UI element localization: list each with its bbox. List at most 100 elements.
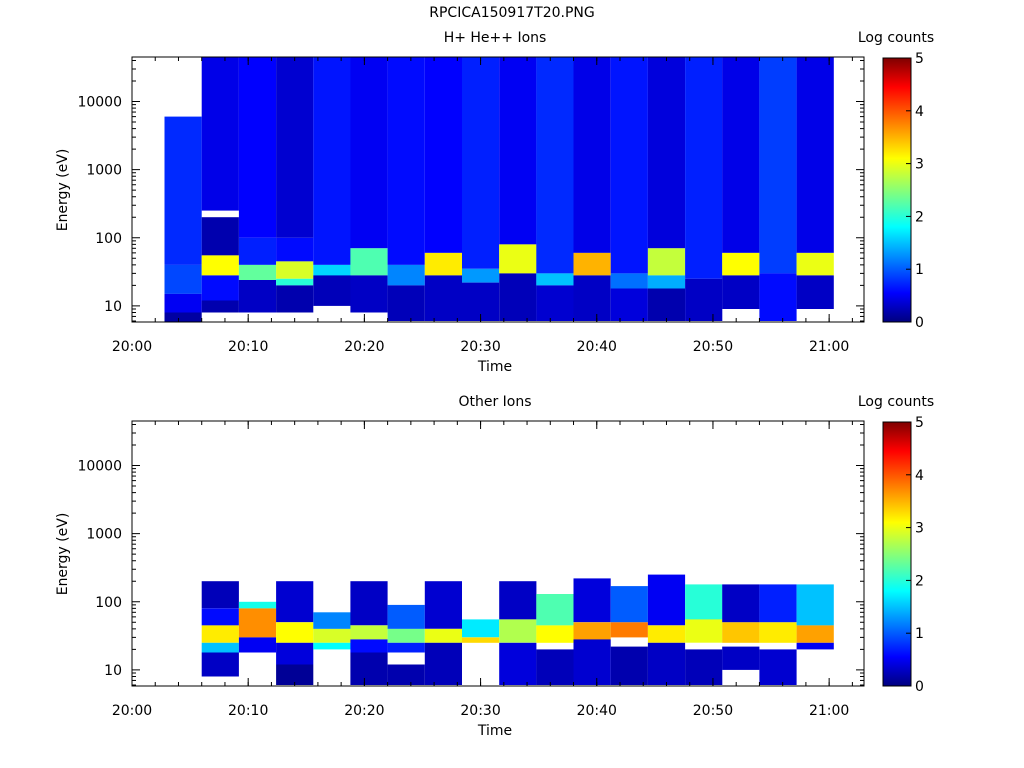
heatmap-cell	[387, 264, 425, 286]
x-tick-label: 21:00	[809, 703, 849, 719]
heatmap-cell	[350, 652, 388, 685]
panel-h-he-ions: H+ He++ Ions 20:00 20:10 20:20 20:30 20:40 20…	[55, 30, 934, 375]
heatmap-cell	[499, 273, 537, 321]
x-tick-label: 20:50	[693, 339, 733, 355]
heatmap-cell	[499, 642, 537, 685]
plot-frame	[131, 420, 865, 687]
heatmap-cell	[387, 642, 425, 653]
heatmap-cell	[276, 261, 314, 279]
heatmap-cell	[276, 642, 314, 665]
colorbar-tick-label: 3	[915, 157, 924, 173]
heatmap-cell	[759, 273, 797, 321]
heatmap-cell	[499, 581, 537, 620]
heatmap-cell	[722, 646, 760, 670]
heatmap-cell	[201, 217, 239, 256]
heatmap-cell	[573, 252, 611, 276]
heatmap-cell	[276, 285, 314, 313]
heatmap-cell	[164, 312, 202, 322]
heatmap-cell	[610, 646, 648, 685]
heatmap-cell	[350, 57, 388, 249]
heatmap-cell	[201, 652, 239, 677]
heatmap-cell	[647, 642, 686, 685]
heatmap-cell	[759, 622, 797, 643]
heatmap-cell	[276, 581, 314, 623]
y-axis-ticks: 10 100 1000 10000	[77, 423, 864, 686]
colorbar-tick-label: 5	[915, 415, 924, 431]
heatmap-cell	[201, 275, 239, 301]
heatmap-cell	[796, 57, 834, 253]
heatmap-cell	[201, 255, 239, 276]
heatmap-cell	[276, 664, 314, 685]
heatmap-cell	[685, 649, 723, 685]
heatmap-cell	[536, 57, 574, 274]
heatmap-cell	[313, 275, 351, 306]
heatmap-cell	[164, 293, 202, 313]
heatmap-cell	[201, 625, 239, 643]
heatmap-cell	[350, 248, 388, 276]
heatmap-cell	[387, 664, 425, 685]
x-axis-ticks: 20:00 20:10 20:20 20:30 20:40 20:50 21:00	[112, 57, 853, 355]
heatmap-cell	[387, 57, 425, 265]
colorbar-tick-label: 0	[915, 315, 924, 331]
heatmap-cell	[647, 625, 686, 643]
page-title: RPCICA150917T20.PNG	[429, 5, 595, 21]
heatmap-cell	[350, 639, 388, 653]
x-tick-label: 21:00	[809, 339, 849, 355]
heatmap-cell	[462, 637, 500, 643]
colorbar-tick-label: 4	[915, 104, 924, 120]
heatmap-cell	[722, 622, 760, 643]
heatmap-cell	[201, 300, 239, 313]
x-tick-label: 20:50	[693, 703, 733, 719]
x-tick-label: 20:30	[460, 339, 500, 355]
heatmap-cell	[759, 649, 797, 685]
x-axis-ticks: 20:00 20:10 20:20 20:30 20:40 20:50 21:00	[112, 421, 853, 719]
heatmap-cell	[350, 275, 388, 313]
x-tick-label: 20:10	[228, 339, 268, 355]
x-tick-label: 20:40	[577, 339, 617, 355]
heatmap-cell	[201, 608, 239, 626]
heatmap-cell	[499, 619, 537, 643]
x-tick-label: 20:20	[344, 339, 384, 355]
heatmap-cell	[313, 612, 351, 629]
x-tick-label: 20:30	[460, 703, 500, 719]
heatmap-cell	[424, 581, 462, 629]
colorbar-tick-label: 2	[915, 573, 924, 589]
heatmap-cell	[536, 649, 574, 685]
panel-title: Other Ions	[458, 394, 531, 410]
heatmap-cell	[722, 57, 760, 253]
x-axis-label: Time	[477, 723, 512, 739]
colorbar-tick-label: 2	[915, 209, 924, 225]
colorbar-label: Log counts	[858, 394, 934, 410]
heatmap-cell	[276, 622, 314, 643]
colorbar-label: Log counts	[858, 30, 934, 46]
y-tick-label: 100	[95, 595, 122, 611]
x-tick-label: 20:00	[112, 703, 152, 719]
y-tick-label: 10000	[77, 95, 122, 111]
colorbar-tick-label: 1	[915, 626, 924, 642]
heatmap-cell	[462, 57, 500, 269]
heatmap-cell	[610, 273, 648, 289]
heatmap-cell	[424, 642, 462, 685]
heatmap-cell	[201, 581, 239, 609]
heatmap-cell	[647, 275, 686, 289]
heatmap-cell	[536, 594, 574, 626]
heatmap-cell	[722, 584, 760, 623]
heatmap-cell	[424, 252, 462, 276]
heatmap-cell	[313, 628, 351, 643]
y-tick-label: 1000	[86, 527, 122, 543]
heatmap-cell	[796, 625, 834, 643]
panel-title: H+ He++ Ions	[444, 30, 547, 46]
heatmap-cell	[796, 252, 834, 276]
heatmap-cell	[573, 622, 611, 640]
heatmap-cell	[387, 285, 425, 321]
heatmap-cell	[536, 273, 574, 286]
heatmap-cell	[647, 57, 686, 249]
heatmap-cells	[201, 574, 834, 685]
colorbar	[882, 421, 912, 687]
heatmap-cell	[387, 604, 425, 629]
heatmap-cell	[164, 264, 202, 294]
heatmap-cell	[238, 280, 277, 313]
colorbar-tick-label: 5	[915, 51, 924, 67]
heatmap-cell	[313, 57, 351, 265]
x-tick-label: 20:10	[228, 703, 268, 719]
